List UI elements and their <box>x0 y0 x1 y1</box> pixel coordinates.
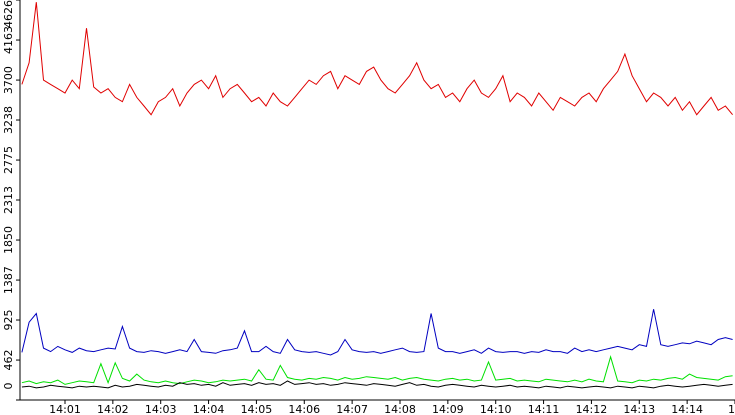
x-tick-label: 14:14 <box>671 403 703 415</box>
y-tick-label: 3238 <box>2 106 15 134</box>
y-tick-label: 4626 <box>2 0 15 28</box>
x-tick-label: 14:04 <box>193 403 225 415</box>
series-line <box>21 309 733 356</box>
x-tick-label: 14:05 <box>241 403 273 415</box>
x-tick-label: 14:03 <box>145 403 177 415</box>
x-tick-label: 14:01 <box>49 403 81 415</box>
y-tick-label: 3700 <box>2 66 15 94</box>
y-tick-label: 462 <box>2 350 15 371</box>
x-tick-label: 14:13 <box>623 403 655 415</box>
y-tick-label: 1850 <box>2 226 15 254</box>
y-tick-label: 925 <box>2 310 15 331</box>
y-tick-label: 0 <box>2 383 15 390</box>
x-tick-label: 14:10 <box>480 403 512 415</box>
x-tick-label: 14 <box>728 403 735 415</box>
series-line <box>21 380 733 389</box>
x-tick-label: 14:12 <box>576 403 608 415</box>
y-tick-label: 1387 <box>2 266 15 294</box>
series-line <box>21 355 733 385</box>
series-line <box>21 2 733 116</box>
y-tick-label: 2313 <box>2 186 15 214</box>
x-tick-label: 14:07 <box>336 403 368 415</box>
x-tick-label: 14:02 <box>97 403 129 415</box>
x-tick-label: 14:06 <box>288 403 320 415</box>
x-tick-label: 14:08 <box>384 403 416 415</box>
x-tick-label: 14:11 <box>528 403 560 415</box>
y-tick-label: 4163 <box>2 26 15 54</box>
y-tick-label: 2775 <box>2 146 15 174</box>
x-tick-label: 14:09 <box>432 403 464 415</box>
